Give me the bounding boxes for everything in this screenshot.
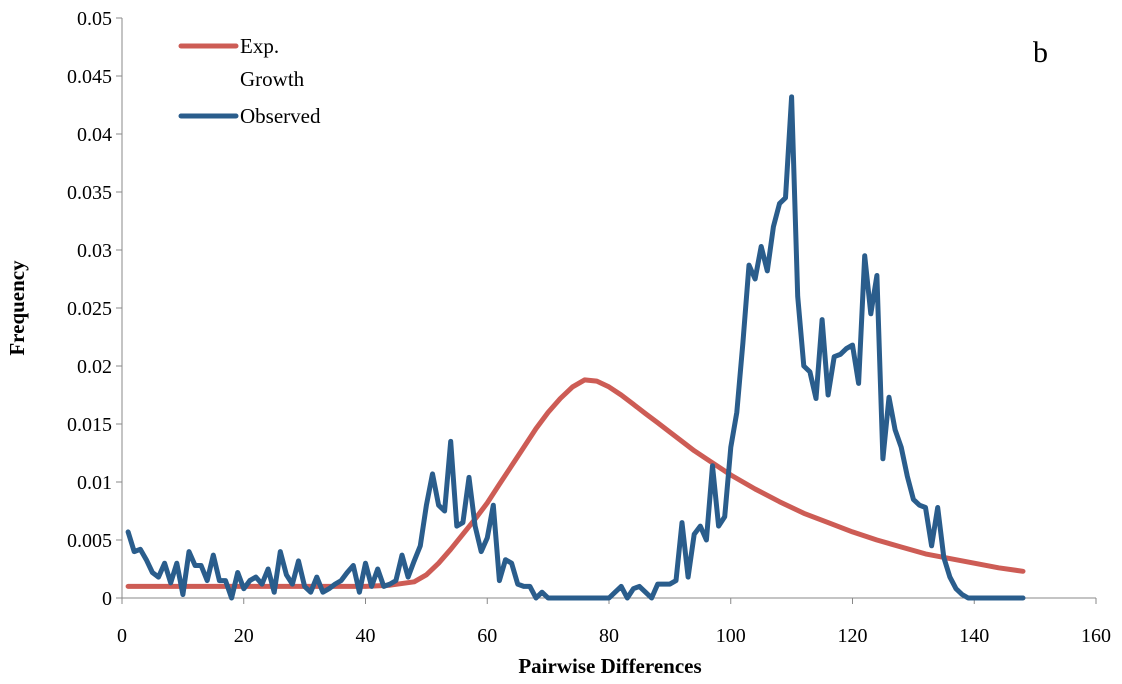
y-tick-label: 0.035 (67, 182, 112, 204)
y-tick-label: 0.02 (77, 356, 112, 378)
series-line-exp-growth (125, 377, 1026, 589)
y-axis-title: Frequency (5, 260, 29, 356)
series-line-observed (125, 94, 1026, 601)
panel-label: b (1033, 36, 1048, 69)
legend: Exp. Growth Observed (178, 34, 321, 128)
y-axis: 0 0.005 0.01 0.015 0.02 0.025 0.03 0.035 0.04 0.0… (67, 8, 123, 610)
x-tick-label: 100 (716, 625, 746, 647)
y-tick-label: 0.025 (67, 298, 112, 320)
x-tick-label: 120 (838, 625, 868, 647)
x-tick-label: 160 (1081, 625, 1111, 647)
y-tick-label: 0.045 (67, 66, 112, 88)
y-tick-label: 0.04 (77, 124, 112, 146)
x-tick-label: 140 (959, 625, 989, 647)
x-axis-title: Pairwise Differences (518, 654, 701, 678)
legend-label-exp-growth: Exp. (240, 34, 279, 58)
series-lines (125, 94, 1026, 601)
x-tick-label: 20 (234, 625, 254, 647)
y-tick-label: 0 (102, 588, 112, 610)
y-tick-label: 0.03 (77, 240, 112, 262)
y-tick-label: 0.005 (67, 530, 112, 552)
x-tick-label: 40 (356, 625, 376, 647)
y-tick-label: 0.05 (77, 8, 112, 30)
y-tick-label: 0.01 (77, 472, 112, 494)
legend-label-exp-growth: Growth (240, 67, 305, 91)
x-tick-label: 80 (599, 625, 619, 647)
x-axis: 0 20 40 60 80 100 120 140 160 (117, 597, 1111, 647)
y-tick-label: 0.015 (67, 414, 112, 436)
x-tick-label: 60 (477, 625, 497, 647)
legend-label-observed: Observed (240, 104, 321, 128)
x-tick-label: 0 (117, 625, 127, 647)
